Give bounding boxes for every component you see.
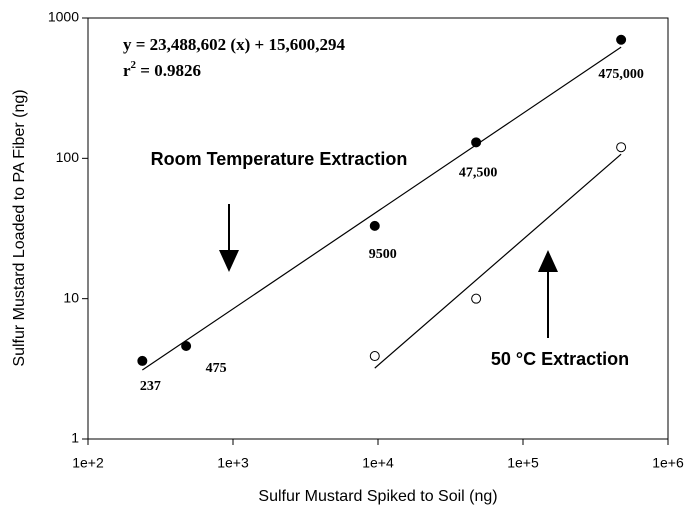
y-tick-label: 10 [63, 289, 79, 305]
point-label: 237 [140, 379, 161, 394]
x-axis-title: Sulfur Mustard Spiked to Soil (ng) [258, 488, 497, 505]
y-tick-label: 1 [71, 430, 79, 446]
data-point [369, 351, 380, 362]
annotation: Room Temperature Extraction [151, 149, 408, 169]
point-label: 475,000 [598, 67, 644, 82]
arrow-head [219, 250, 239, 272]
equation: y = 23,488,602 (x) + 15,600,294 [123, 35, 345, 54]
data-point [137, 355, 148, 366]
x-tick-label: 1e+6 [652, 455, 684, 471]
annotation: 50 °C Extraction [491, 349, 629, 369]
x-tick-label: 1e+4 [362, 455, 394, 471]
data-point [616, 34, 627, 45]
point-label: 475 [206, 361, 227, 376]
r-rest: = 0.9826 [136, 61, 201, 80]
point-label: 9500 [369, 247, 397, 262]
r-base: r [123, 61, 131, 80]
y-tick-label: 100 [56, 149, 80, 165]
y-tick-label: 1000 [48, 9, 79, 25]
data-point [181, 340, 192, 351]
x-tick-label: 1e+3 [217, 455, 249, 471]
r-sup: 2 [131, 59, 137, 71]
data-point [616, 142, 627, 153]
data-point [369, 220, 380, 231]
x-tick-label: 1e+5 [507, 455, 539, 471]
r-squared: r2 = 0.9826 [123, 59, 201, 80]
data-point [471, 293, 482, 304]
x-tick-label: 1e+2 [72, 455, 104, 471]
data-point [471, 137, 482, 148]
arrow-head [538, 250, 558, 272]
y-axis-title: Sulfur Mustard Loaded to PA Fiber (ng) [11, 89, 28, 366]
fit-line [374, 153, 622, 369]
fit-line [142, 46, 622, 371]
point-label: 47,500 [459, 166, 498, 181]
